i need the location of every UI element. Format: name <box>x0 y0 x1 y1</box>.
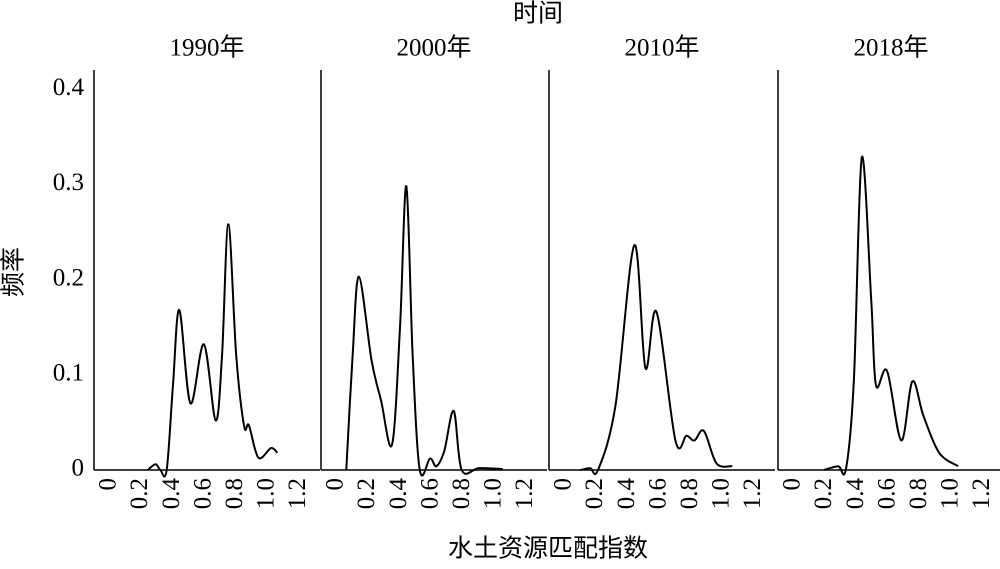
x-tick-label: 0.6 <box>416 478 443 509</box>
x-tick-label: 1.2 <box>739 478 766 509</box>
density-line <box>345 185 503 477</box>
x-tick-label: 0.8 <box>676 478 703 509</box>
x-tick-label: 0.6 <box>873 478 900 509</box>
x-tick-label: 1.2 <box>511 478 538 509</box>
panel-title: 2000年 <box>396 34 471 62</box>
y-tick-label: 0.2 <box>53 264 84 291</box>
density-line <box>147 223 279 478</box>
panel-title: 2010年 <box>624 34 699 62</box>
x-tick-label: 0 <box>550 478 577 491</box>
x-tick-label: 0.2 <box>126 478 153 509</box>
y-tick-label: 0.3 <box>53 169 84 196</box>
x-tick-label: 0.8 <box>448 478 475 509</box>
facet-label: 时间 <box>513 0 563 28</box>
x-tick-label: 1.0 <box>253 478 280 509</box>
x-tick-label: 0.4 <box>385 478 412 510</box>
panel-title: 1990年 <box>169 34 244 62</box>
density-line <box>580 244 733 476</box>
density-line <box>823 155 959 476</box>
x-tick-label: 0.8 <box>905 478 932 509</box>
x-tick-label: 0.6 <box>644 478 671 509</box>
x-tick-label: 0.8 <box>221 478 248 509</box>
x-tick-label: 0.4 <box>158 478 185 510</box>
x-tick-label: 0 <box>95 478 122 491</box>
x-tick-label: 0.2 <box>810 478 837 509</box>
x-tick-label: 1.0 <box>480 478 507 509</box>
x-tick-label: 0.4 <box>842 478 869 510</box>
panel-title: 2018年 <box>853 34 928 62</box>
x-axis-label: 水土资源匹配指数 <box>448 535 648 563</box>
x-tick-label: 1.0 <box>708 478 735 509</box>
y-tick-label: 0.4 <box>53 74 85 101</box>
x-tick-label: 0 <box>779 478 806 491</box>
x-tick-label: 0 <box>322 478 349 491</box>
y-tick-label: 0.1 <box>53 359 84 386</box>
x-tick-label: 0.2 <box>581 478 608 509</box>
y-axis-label: 频率 <box>0 247 28 297</box>
x-tick-label: 0.6 <box>189 478 216 509</box>
x-tick-label: 1.2 <box>284 478 311 509</box>
x-tick-label: 1.2 <box>968 478 995 509</box>
x-tick-label: 0.2 <box>353 478 380 509</box>
x-tick-label: 0.4 <box>613 478 640 510</box>
y-tick-label: 0 <box>72 455 85 482</box>
x-tick-label: 1.0 <box>937 478 964 509</box>
